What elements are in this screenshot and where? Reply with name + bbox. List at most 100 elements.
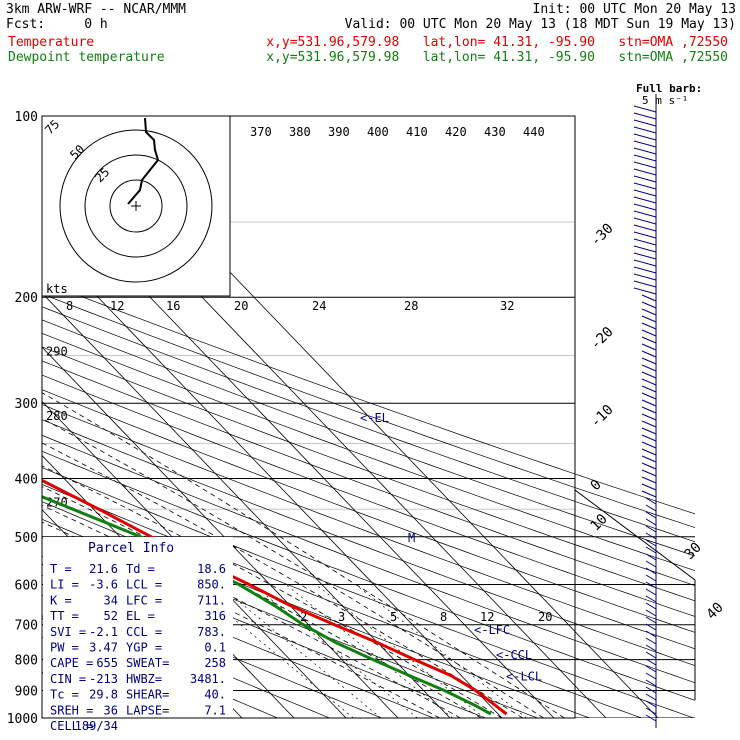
wind-barb bbox=[645, 714, 657, 722]
moist-adiabat-label: 16 bbox=[166, 299, 180, 313]
wind-barb bbox=[641, 343, 657, 351]
wind-barb bbox=[645, 644, 657, 652]
wind-barb bbox=[645, 658, 657, 666]
mixing-ratio-label: 3 bbox=[338, 610, 345, 624]
parcel-info-value: 850. bbox=[197, 578, 226, 592]
wind-barb bbox=[633, 203, 657, 211]
parcel-info-key: EL = bbox=[126, 609, 155, 623]
hodograph-ring bbox=[59, 129, 213, 283]
parcel-info-key: CIN = bbox=[50, 672, 86, 686]
wind-barb bbox=[641, 455, 657, 463]
wind-barb bbox=[645, 553, 657, 561]
moist-adiabat-line bbox=[42, 417, 544, 718]
wind-barb bbox=[633, 210, 657, 218]
wind-barb bbox=[645, 637, 657, 645]
wind-barb bbox=[641, 336, 657, 344]
wind-barb bbox=[641, 329, 657, 337]
isotherm-label: -10 bbox=[588, 402, 617, 431]
dry-adiabat-line bbox=[42, 293, 695, 529]
moist-adiabat-line bbox=[42, 465, 503, 718]
wind-barb bbox=[641, 413, 657, 421]
dry-adiabat-line bbox=[42, 280, 695, 515]
pressure-tick-label: 400 bbox=[15, 472, 38, 487]
parcel-info-value: 711. bbox=[197, 593, 226, 607]
wind-barb bbox=[645, 504, 657, 512]
parcel-info-key: TT = bbox=[50, 609, 79, 623]
dry-adiabat-line bbox=[42, 575, 382, 718]
parcel-level-marker: <-LFC bbox=[474, 623, 510, 637]
wind-barb bbox=[633, 196, 657, 204]
wind-barb bbox=[645, 525, 657, 533]
parcel-info-value: 316 bbox=[204, 609, 226, 623]
wind-barb bbox=[633, 168, 657, 176]
wind-barb bbox=[633, 119, 657, 127]
wind-barb bbox=[641, 476, 657, 484]
init-time: Init: 00 UTC Mon 20 May 13 bbox=[532, 2, 737, 17]
plot-frame bbox=[41, 115, 696, 719]
wind-barb bbox=[633, 217, 657, 225]
mixing-ratio-label: 8 bbox=[440, 610, 447, 624]
parcel-info-value: 3.47 bbox=[89, 641, 118, 655]
parcel-info-value: 29.8 bbox=[89, 688, 118, 702]
wind-barb bbox=[641, 294, 657, 302]
parcel-info-value: 655 bbox=[96, 656, 118, 670]
pressure-tick-label: 500 bbox=[15, 531, 38, 546]
parcel-info-key: YGP = bbox=[126, 641, 162, 655]
theta-e-label: 400 bbox=[367, 125, 389, 139]
dry-adiabat-label: 280 bbox=[46, 409, 68, 423]
parcel-info-key: LFC = bbox=[126, 593, 162, 607]
moist-adiabat-label: 8 bbox=[66, 299, 73, 313]
wind-barb bbox=[645, 595, 657, 603]
wind-barb bbox=[641, 483, 657, 491]
isotherm-line bbox=[42, 346, 399, 718]
parcel-info-value: -2.1 bbox=[89, 625, 118, 639]
parcel-info-key: CAPE = bbox=[50, 656, 93, 670]
wind-barb bbox=[641, 315, 657, 323]
hodograph-ring bbox=[109, 179, 163, 233]
wind-barb bbox=[645, 532, 657, 540]
parcel-info-panel: Parcel Info T = 21.6 Td = 18.6 LI = -3.6 LCL = 8… bbox=[43, 537, 233, 733]
wind-barb bbox=[645, 679, 657, 687]
isotherm-line bbox=[42, 400, 347, 718]
parcel-level-marker: M bbox=[408, 531, 415, 545]
wind-barb bbox=[633, 175, 657, 183]
wind-barb bbox=[645, 511, 657, 519]
isotherm-label: -30 bbox=[588, 221, 617, 250]
moist-adiabat-label: kts bbox=[46, 282, 68, 296]
parcel-level-marker: <-LCL bbox=[506, 670, 542, 684]
wind-barb bbox=[645, 588, 657, 596]
wind-barb bbox=[633, 266, 657, 274]
parcel-info-key: LAPSE= bbox=[126, 703, 169, 717]
wind-barb bbox=[645, 630, 657, 638]
pressure-tick-label: 200 bbox=[15, 291, 38, 306]
parcel-info-key: CELL = bbox=[50, 719, 93, 733]
pressure-tick-label: 900 bbox=[15, 684, 38, 699]
wind-barb bbox=[633, 126, 657, 134]
wind-barb bbox=[645, 686, 657, 694]
moist-adiabat-label: 24 bbox=[312, 299, 326, 313]
barb-legend-line1: Full barb: bbox=[636, 82, 702, 95]
parcel-info-value: 189/34 bbox=[75, 719, 118, 733]
parcel-info-key: K = bbox=[50, 593, 72, 607]
parcel-info-value: 7.1 bbox=[204, 703, 226, 717]
wind-barb bbox=[645, 546, 657, 554]
parcel-info-value: 36 bbox=[104, 703, 118, 717]
hodograph-ring bbox=[84, 154, 188, 258]
dry-adiabat-line bbox=[42, 450, 695, 701]
wind-barb bbox=[633, 105, 657, 113]
wind-barb bbox=[645, 700, 657, 708]
dry-adiabat-line bbox=[42, 404, 695, 650]
parcel-info-value: -213 bbox=[89, 672, 118, 686]
temperature-legend-label: Temperature bbox=[8, 35, 95, 50]
wind-barb bbox=[641, 378, 657, 386]
parcel-info-key: LCL = bbox=[126, 578, 162, 592]
parcel-info-value: 21.6 bbox=[89, 562, 118, 576]
parcel-info-key: SHEAR= bbox=[126, 688, 169, 702]
isotherm-label: 30 bbox=[682, 540, 705, 563]
wind-barb bbox=[633, 112, 657, 120]
wind-barb bbox=[641, 462, 657, 470]
wind-barb bbox=[645, 497, 657, 505]
mixing-ratio-label: 2 bbox=[300, 610, 307, 624]
forecast-hour: Fcst: 0 h bbox=[6, 17, 108, 32]
